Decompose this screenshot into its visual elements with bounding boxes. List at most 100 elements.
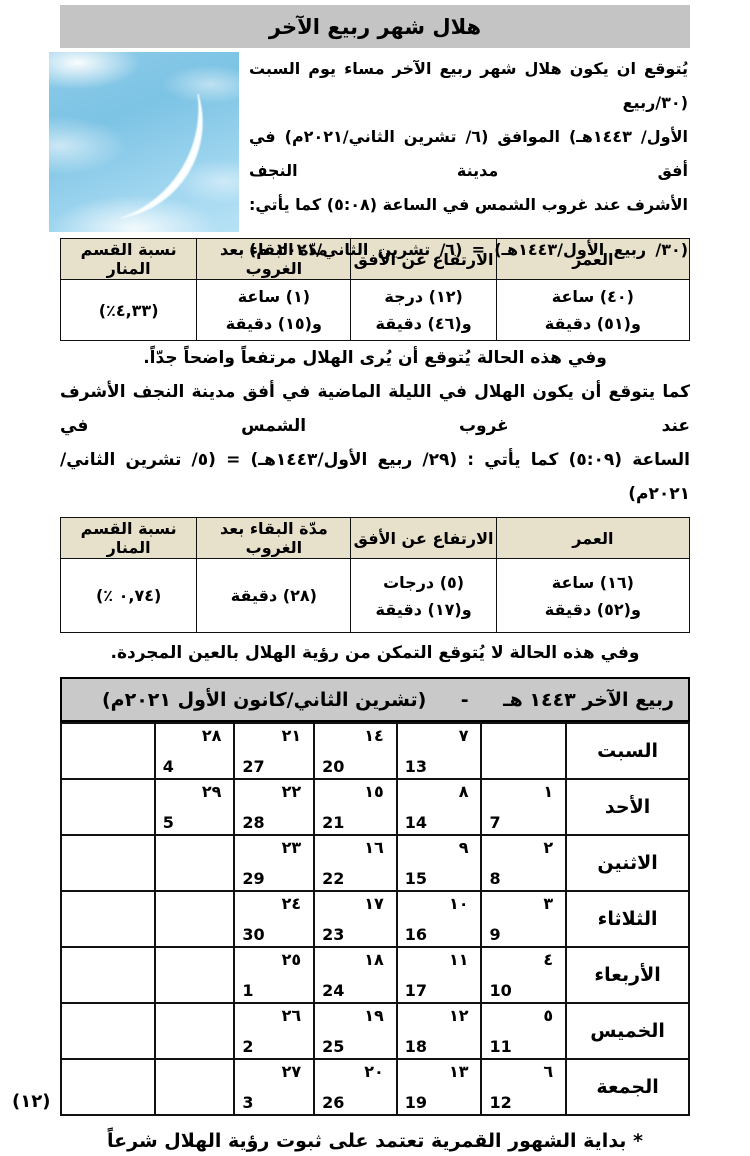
- hijri-date: ٢: [543, 838, 554, 857]
- observation-table-2: العمر الارتفاع عن الأفق مدّة البقاء بعد …: [59, 517, 691, 633]
- table-header-row: العمر الارتفاع عن الأفق مدّة البقاء بعد …: [59, 517, 691, 559]
- note-previous-night-2: الساعة (٥:٠٩) كما يأتي : (٢٩/ ربيع الأول…: [60, 450, 691, 504]
- calendar-date-cell: [60, 834, 156, 892]
- gregorian-date: 13: [404, 757, 428, 776]
- gregorian-date: 9: [489, 925, 501, 944]
- hijri-date: ١٠: [448, 894, 469, 913]
- calendar-body: السبت ٧ 13 ١٤ 20 ٢١ 27 ٢٨ 4 الأحد ١ 7 ٨ 14 ١٥ 21 ٢٢ 28 ٢٩ 5…: [60, 722, 690, 1116]
- calendar-row: الخميس ٥ 11 ١٢ 18 ١٩ 25 ٢٦ 2: [60, 1002, 690, 1060]
- calendar-day-name: السبت: [565, 722, 690, 780]
- gregorian-date: 19: [404, 1093, 428, 1112]
- page-title-text: هلال شهر ربيع الآخر: [268, 14, 482, 39]
- intro-line: الأشرف عند غروب الشمس في الساعة (٥:٠٨) ك…: [248, 195, 688, 214]
- page-content: هلال شهر ربيع الآخر يُتوقع ان يكون هلال …: [48, 5, 691, 1156]
- hijri-date: ٢٢: [281, 782, 302, 801]
- document-page: { "title": "هلال شهر ربيع الآخر", "moon_…: [0, 5, 750, 1152]
- hijri-date: ٧: [458, 726, 469, 745]
- page-title: هلال شهر ربيع الآخر: [60, 5, 690, 48]
- gregorian-date: 16: [404, 925, 428, 944]
- gregorian-date: 28: [242, 813, 265, 832]
- calendar-date-cell: [60, 1002, 156, 1060]
- col-stay-after-sunset: مدّة البقاء بعد الغروب: [196, 517, 352, 559]
- gregorian-date: 15: [404, 869, 428, 888]
- col-age: العمر: [495, 238, 691, 280]
- gregorian-date: 12: [489, 1093, 512, 1112]
- gregorian-date: 25: [322, 1037, 345, 1056]
- gregorian-date: 22: [322, 869, 345, 888]
- hijri-date: ٤: [543, 950, 554, 969]
- gregorian-date: 23: [322, 925, 345, 944]
- calendar-date-cell: ٢١ 27: [233, 722, 316, 780]
- calendar-day-name: الاثنين: [565, 834, 690, 892]
- table-header-row: العمر الارتفاع عن الأفق مدّة البقاء بعد …: [59, 238, 691, 280]
- gregorian-date: 24: [322, 981, 345, 1000]
- hijri-date: ٢٤: [281, 894, 302, 913]
- calendar-date-cell: [153, 1058, 236, 1116]
- hijri-date: ٥: [543, 1006, 554, 1025]
- altitude-value: (١٢) درجة و(٤٦) دقيقة: [350, 279, 497, 341]
- gregorian-date: 29: [242, 869, 265, 888]
- calendar-day-name: الثلاثاء: [565, 890, 690, 948]
- hijri-date: ٢١: [281, 726, 302, 745]
- intro-paragraph: يُتوقع ان يكون هلال شهر ربيع الآخر مساء …: [239, 52, 690, 259]
- gregorian-date: 30: [242, 925, 265, 944]
- gregorian-date: 3: [242, 1093, 254, 1112]
- intro-line: الأول/ ١٤٤٣هـ) الموافق (٦/ تشرين الثاني/…: [248, 127, 689, 180]
- calendar-date-cell: ١٧ 23: [313, 890, 398, 948]
- calendar-table: السبت ٧ 13 ١٤ 20 ٢١ 27 ٢٨ 4 الأحد ١ 7 ٨ 14 ١٥ 21 ٢٢ 28 ٢٩ 5…: [60, 722, 690, 1116]
- gregorian-date: 2: [242, 1037, 254, 1056]
- illumination-value: (٠,٧٤ ٪): [59, 558, 198, 633]
- calendar-hijri-month: ربيع الآخر ١٤٤٣ هـ: [503, 688, 674, 711]
- gregorian-date: 8: [489, 869, 501, 888]
- calendar-header: ربيع الآخر ١٤٤٣ هـ - (تشرين الثاني/كانون…: [60, 677, 690, 722]
- hijri-date: ١٦: [364, 838, 384, 857]
- gregorian-date: 7: [489, 813, 501, 832]
- calendar-date-cell: [153, 1002, 236, 1060]
- observation-table-1: العمر الارتفاع عن الأفق مدّة البقاء بعد …: [59, 238, 691, 341]
- calendar-date-cell: ١٥ 21: [313, 778, 398, 836]
- calendar-date-cell: ٢٠ 26: [313, 1058, 398, 1116]
- table-data-row: (١٦) ساعة و(٥٢) دقيقة (٥) درجات و(١٧) دق…: [59, 558, 691, 633]
- calendar-date-cell: [60, 1058, 156, 1116]
- hijri-date: ١٧: [364, 894, 384, 913]
- age-value: (١٦) ساعة و(٥٢) دقيقة: [495, 558, 691, 633]
- age-value: (٤٠) ساعة و(٥١) دقيقة: [495, 279, 691, 341]
- calendar-date-cell: ١٢ 18: [395, 1002, 483, 1060]
- calendar-date-cell: ٢٣ 29: [233, 834, 316, 892]
- gregorian-date: 10: [489, 981, 512, 1000]
- gregorian-date: 26: [322, 1093, 345, 1112]
- intro-line: يُتوقع ان يكون هلال شهر ربيع الآخر مساء …: [248, 59, 688, 112]
- calendar-row: الأربعاء ٤ 10 ١١ 17 ١٨ 24 ٢٥ 1: [60, 946, 690, 1004]
- calendar-row: السبت ٧ 13 ١٤ 20 ٢١ 27 ٢٨ 4: [60, 722, 690, 780]
- stay-value: (٢٨) دقيقة: [196, 558, 352, 633]
- altitude-value: (٥) درجات و(١٧) دقيقة: [350, 558, 497, 633]
- gregorian-date: 14: [404, 813, 428, 832]
- hijri-date: ١: [543, 782, 554, 801]
- calendar-date-cell: ٧ 13: [395, 722, 483, 780]
- calendar-date-cell: ١٣ 19: [395, 1058, 483, 1116]
- hijri-date: ٢٠: [364, 1062, 384, 1081]
- calendar-date-cell: ٢٢ 28: [233, 778, 316, 836]
- col-illuminated-fraction: نسبة القسم المنار: [59, 238, 198, 280]
- hijri-date: ٢٧: [281, 1062, 302, 1081]
- calendar-date-cell: ٨ 14: [395, 778, 483, 836]
- hijri-date: ١٥: [364, 782, 384, 801]
- gregorian-date: 11: [489, 1037, 512, 1056]
- gregorian-date: 18: [404, 1037, 428, 1056]
- hijri-date: ١٣: [448, 1062, 469, 1081]
- col-altitude: الارتفاع عن الأفق: [350, 238, 497, 280]
- note-visibility-2: وفي هذه الحالة لا يُتوقع التمكن من رؤية …: [110, 643, 640, 663]
- hijri-date: ٢٦: [281, 1006, 302, 1025]
- calendar-day-name: الأحد: [565, 778, 690, 836]
- calendar-date-cell: ٢٥ 1: [233, 946, 316, 1004]
- calendar-day-name: الخميس: [565, 1002, 690, 1060]
- hijri-date: ٩: [458, 838, 469, 857]
- calendar-date-cell: [153, 834, 236, 892]
- calendar-gregorian-month: (تشرين الثاني/كانون الأول ٢٠٢١م): [102, 688, 427, 711]
- illumination-value: (٤,٣٣٪): [59, 279, 198, 341]
- calendar-date-cell: [60, 722, 156, 780]
- hijri-date: ٦: [543, 1062, 554, 1081]
- intro-section: يُتوقع ان يكون هلال شهر ربيع الآخر مساء …: [48, 52, 690, 259]
- calendar-day-name: الأربعاء: [565, 946, 690, 1004]
- hijri-date: ١٩: [364, 1006, 384, 1025]
